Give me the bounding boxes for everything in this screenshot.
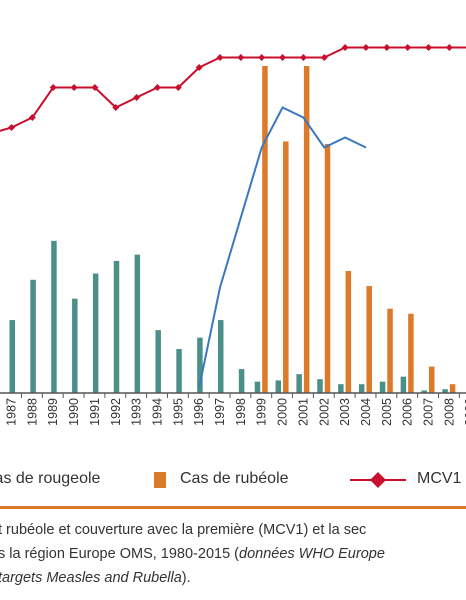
- bars-layer: [9, 66, 456, 393]
- x-tick-label-1994: 1994: [150, 398, 164, 426]
- caption-line-2-italic: données WHO Europe: [239, 546, 385, 562]
- bar-measles-1988: [30, 279, 36, 393]
- x-tick-label-1992: 1992: [109, 398, 123, 426]
- bar-measles-1999: [254, 381, 261, 393]
- x-tick-label-2001: 2001: [296, 398, 310, 426]
- x-tick-label-2006: 2006: [401, 398, 415, 426]
- bar-measles-1989: [51, 240, 57, 393]
- caption-line-3-italic: targets Measles and Rubella: [0, 570, 182, 586]
- x-tick-label-2005: 2005: [380, 398, 394, 426]
- bar-rubella-2008: [449, 384, 456, 393]
- x-tick-label-2002: 2002: [317, 398, 331, 426]
- bar-rubella-2000: [283, 141, 289, 393]
- bar-measles-2004: [358, 384, 365, 393]
- line-mcv1: [0, 46, 466, 132]
- x-tick-label-2000: 2000: [276, 398, 290, 426]
- chart: 1987 1988 1989 1990 1991 1992 1993 1994 1995 1996…: [0, 44, 466, 426]
- point-mcv1-1997: [216, 54, 224, 61]
- legend-swatch-mcv1: [350, 472, 406, 488]
- bar-measles-1991: [92, 273, 99, 393]
- legend: Cas de rougeole Cas de rubéole MCV1: [0, 460, 466, 500]
- legend-label-mcv1: MCV1: [417, 470, 462, 487]
- x-tick-label-1989: 1989: [46, 398, 60, 426]
- x-tick-label-1991: 1991: [88, 398, 102, 426]
- point-mcv1-1996: [195, 64, 203, 71]
- bar-measles-2000: [275, 380, 282, 393]
- x-tick-label-1987: 1987: [5, 398, 19, 426]
- bar-measles-2006: [400, 376, 407, 393]
- x-tick-label-1996: 1996: [192, 398, 206, 426]
- x-ticks-layer: 1987 1988 1989 1990 1991 1992 1993 1994 1995 1996…: [5, 393, 466, 426]
- x-tick-label-1993: 1993: [130, 398, 144, 426]
- bar-rubella-2005: [387, 308, 393, 393]
- x-tick-label-1999: 1999: [255, 398, 269, 426]
- figure-caption: t rubéole et couverture avec la première…: [0, 518, 466, 600]
- x-tick-label-1995: 1995: [171, 398, 185, 426]
- bar-measles-1997: [218, 320, 224, 393]
- caption-line-3-text: ).: [181, 570, 191, 586]
- legend-label-rubella: Cas de rubéole: [180, 470, 289, 487]
- x-tick-label-1988: 1988: [25, 398, 39, 426]
- x-tick-label-1990: 1990: [67, 398, 81, 426]
- diamond-marker-icon: [370, 472, 386, 488]
- bar-rubella-2004: [366, 286, 372, 393]
- bar-measles-1993: [134, 254, 141, 393]
- point-mcv1-1989: [49, 84, 57, 91]
- bar-rubella-2001: [303, 66, 310, 393]
- line-mcv2: [198, 106, 367, 388]
- bar-measles-1987: [9, 320, 15, 393]
- point-mcv1-1991: [91, 84, 99, 91]
- x-tick-label-2004: 2004: [359, 398, 373, 426]
- point-mcv1-1999: [258, 54, 266, 61]
- point-mcv1-1998: [237, 54, 245, 61]
- caption-line-2: s la région Europe OMS, 1980-2015 (donné…: [0, 542, 385, 566]
- bar-rubella-2007: [429, 366, 435, 393]
- caption-line-2-text: s la région Europe OMS, 1980-2015 (: [0, 546, 239, 562]
- bar-measles-1995: [176, 348, 182, 393]
- bar-measles-2008: [442, 389, 448, 393]
- point-mcv1-1988: [28, 114, 36, 121]
- point-mcv1-1994: [153, 84, 161, 91]
- lines-layer: [0, 44, 466, 388]
- point-mcv1-1987: [8, 124, 15, 131]
- point-mcv1-2003: [341, 44, 349, 51]
- point-mcv1-2007: [425, 44, 432, 51]
- legend-swatch-rubella: [154, 472, 166, 488]
- x-tick-label-1997: 1997: [213, 398, 227, 426]
- bar-rubella-2002: [324, 143, 331, 393]
- x-tick-label-2008: 2008: [442, 398, 456, 426]
- point-mcv1-2008: [445, 44, 453, 51]
- point-mcv1-2005: [383, 44, 391, 51]
- point-mcv1-2001: [299, 54, 307, 61]
- bar-measles-1994: [155, 330, 161, 393]
- x-tick-label-2007: 2007: [422, 398, 436, 426]
- bar-measles-2007: [421, 390, 427, 393]
- x-tick-label-2003: 2003: [338, 398, 352, 426]
- x-tick-label-1998: 1998: [234, 398, 248, 426]
- legend-label-measles: Cas de rougeole: [0, 470, 101, 487]
- point-mcv1-2006: [404, 44, 412, 51]
- point-mcv1-1995: [174, 84, 182, 91]
- point-mcv1-1990: [70, 84, 78, 91]
- point-mcv1-2004: [362, 44, 370, 51]
- bar-measles-2002: [317, 379, 323, 393]
- bar-measles-1990: [72, 298, 78, 393]
- bar-measles-1998: [238, 369, 245, 393]
- bar-rubella-2006: [408, 313, 414, 393]
- caption-line-3: targets Measles and Rubella).: [0, 566, 191, 590]
- point-mcv1-1992: [112, 104, 120, 111]
- point-mcv1-1993: [133, 94, 141, 101]
- bar-measles-2005: [379, 381, 386, 393]
- point-mcv1-2002: [320, 54, 328, 61]
- bar-rubella-2003: [345, 271, 352, 393]
- frame-line: [0, 506, 466, 509]
- caption-line-1: t rubéole et couverture avec la première…: [0, 522, 367, 538]
- x-tick-label-2009: 2009: [463, 398, 466, 426]
- bar-measles-1992: [113, 260, 120, 393]
- bar-measles-1996: [197, 337, 203, 393]
- point-mcv1-2000: [279, 54, 287, 61]
- bar-measles-2001: [296, 374, 302, 393]
- bar-measles-2003: [338, 384, 344, 393]
- bar-rubella-1999: [262, 66, 268, 393]
